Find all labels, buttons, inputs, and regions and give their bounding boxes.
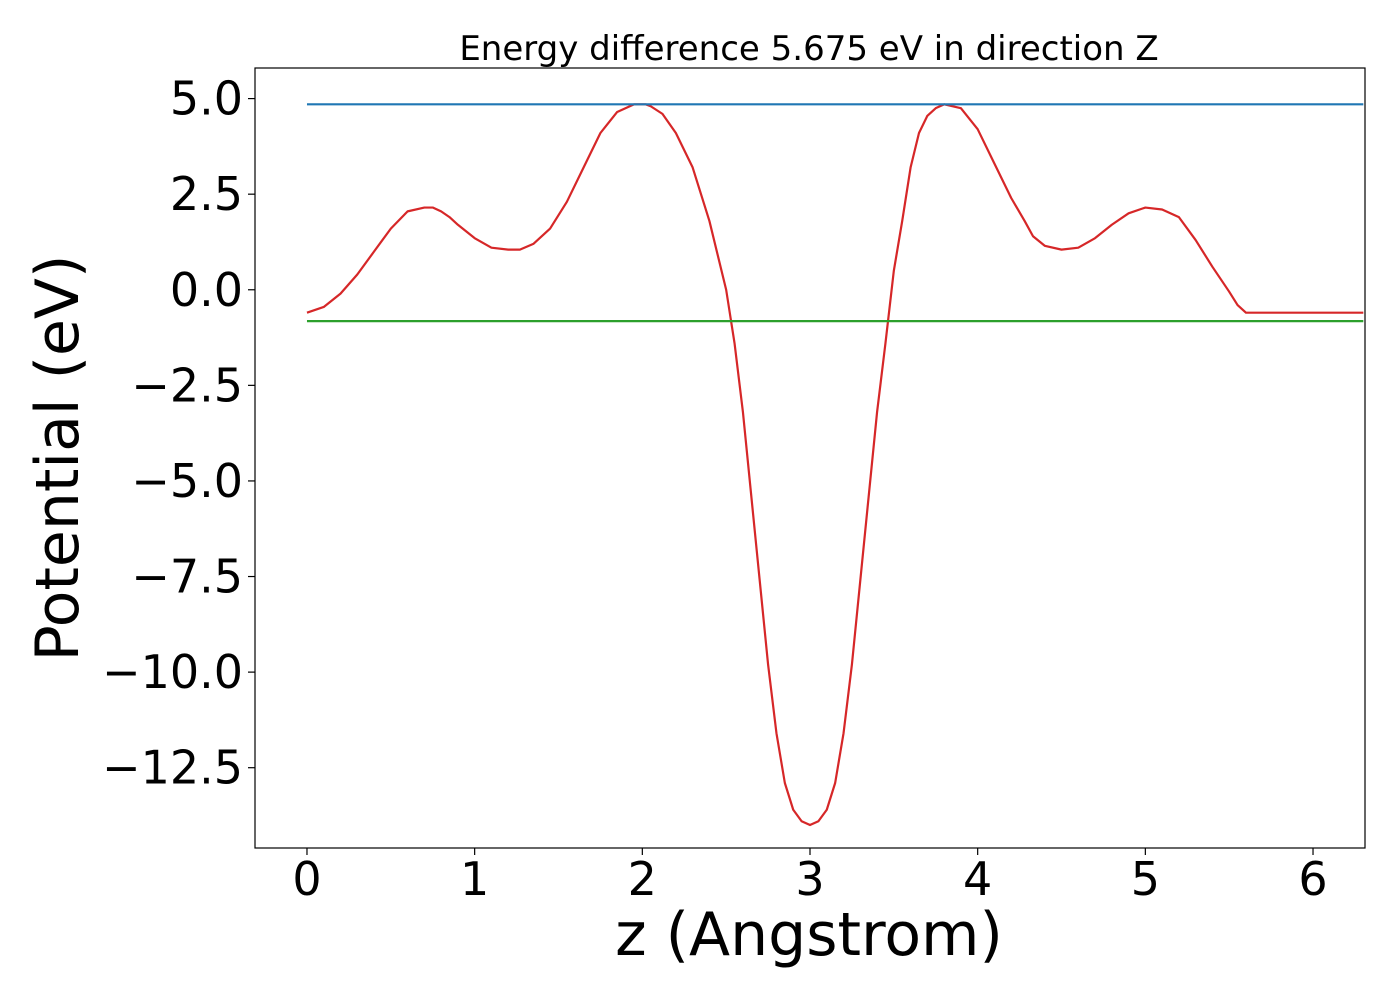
plot-series xyxy=(306,103,1364,827)
y-axis-label: Potential (eV) xyxy=(23,255,93,662)
y-tick-label: −12.5 xyxy=(102,741,243,795)
y-tick-label: −5.0 xyxy=(131,454,243,508)
x-tick-label: 3 xyxy=(795,852,824,906)
x-tick-label: 4 xyxy=(963,852,992,906)
x-axis-label: z (Angstrom) xyxy=(615,900,1003,970)
y-axis-ticks: 5.0 2.5 0.0 −2.5 −5.0 −7.5 −10.0 −12.5 xyxy=(102,72,255,795)
chart-title: Energy difference 5.675 eV in direction … xyxy=(459,29,1158,69)
series-line-1 xyxy=(306,103,1364,827)
x-tick-label: 5 xyxy=(1131,852,1160,906)
x-tick-label: 6 xyxy=(1298,852,1327,906)
x-tick-label: 2 xyxy=(628,852,657,906)
x-tick-label: 1 xyxy=(460,852,489,906)
plot-frame xyxy=(254,67,1366,849)
y-tick-label: 2.5 xyxy=(170,167,243,221)
x-axis-ticks: 0 1 2 3 4 5 6 xyxy=(292,848,1328,906)
x-tick-label: 0 xyxy=(292,852,321,906)
y-tick-label: 0.0 xyxy=(170,263,243,317)
y-tick-label: −2.5 xyxy=(131,358,243,412)
y-tick-label: 5.0 xyxy=(170,72,243,126)
y-tick-label: −10.0 xyxy=(102,645,243,699)
y-tick-label: −7.5 xyxy=(131,550,243,604)
